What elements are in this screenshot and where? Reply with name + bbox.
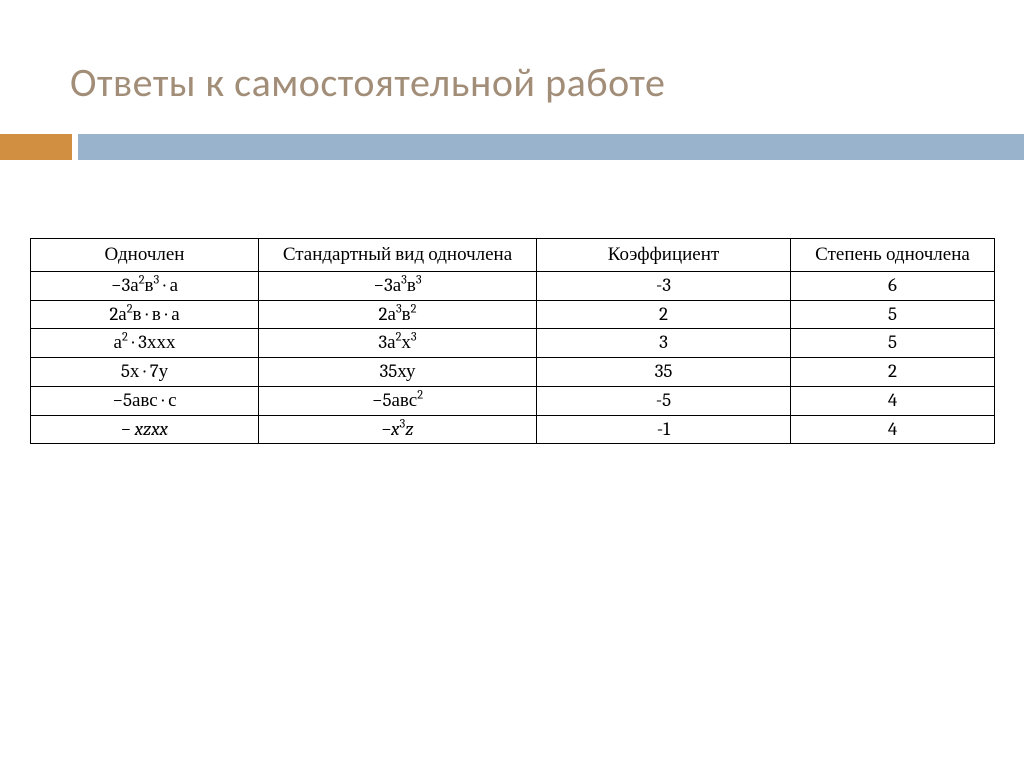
table-body: −3а2в3 · а−3а3в3-362а2в · в · а2а3в225а2… — [31, 271, 995, 444]
col-header-degree: Степень одночлена — [791, 239, 995, 272]
cell-coef: -5 — [537, 386, 791, 415]
cell-degree: 5 — [791, 329, 995, 358]
cell-monomial: − xzxx — [31, 415, 259, 444]
cell-degree: 4 — [791, 415, 995, 444]
answers-table: Одночлен Стандартный вид одночлена Коэфф… — [30, 238, 995, 444]
cell-degree: 6 — [791, 271, 995, 300]
table-row: − xzxx−x3z-14 — [31, 415, 995, 444]
accent-bar — [0, 134, 1024, 160]
cell-monomial: 2а2в · в · а — [31, 300, 259, 329]
cell-standard: −5авс2 — [259, 386, 537, 415]
cell-standard: −x3z — [259, 415, 537, 444]
cell-monomial: −3а2в3 · а — [31, 271, 259, 300]
cell-standard: −3а3в3 — [259, 271, 537, 300]
cell-degree: 4 — [791, 386, 995, 415]
table-row: −3а2в3 · а−3а3в3-36 — [31, 271, 995, 300]
col-header-coef: Коэффициент — [537, 239, 791, 272]
cell-degree: 2 — [791, 358, 995, 387]
answers-table-container: Одночлен Стандартный вид одночлена Коэфф… — [30, 238, 994, 444]
accent-left — [0, 134, 72, 160]
cell-coef: -3 — [537, 271, 791, 300]
cell-monomial: а2 · 3ххх — [31, 329, 259, 358]
table-row: 2а2в · в · а2а3в225 — [31, 300, 995, 329]
cell-monomial: −5авс · с — [31, 386, 259, 415]
cell-standard: 3а2х3 — [259, 329, 537, 358]
table-row: −5авс · с−5авс2-54 — [31, 386, 995, 415]
cell-coef: 3 — [537, 329, 791, 358]
cell-standard: 35ху — [259, 358, 537, 387]
slide-title: Ответы к самостоятельной работе — [70, 58, 665, 107]
cell-degree: 5 — [791, 300, 995, 329]
table-header-row: Одночлен Стандартный вид одночлена Коэфф… — [31, 239, 995, 272]
col-header-standard: Стандартный вид одночлена — [259, 239, 537, 272]
accent-right — [78, 134, 1024, 160]
cell-coef: -1 — [537, 415, 791, 444]
table-row: а2 · 3ххх3а2х335 — [31, 329, 995, 358]
cell-coef: 2 — [537, 300, 791, 329]
cell-standard: 2а3в2 — [259, 300, 537, 329]
col-header-monomial: Одночлен — [31, 239, 259, 272]
table-row: 5х · 7у35ху352 — [31, 358, 995, 387]
cell-coef: 35 — [537, 358, 791, 387]
cell-monomial: 5х · 7у — [31, 358, 259, 387]
